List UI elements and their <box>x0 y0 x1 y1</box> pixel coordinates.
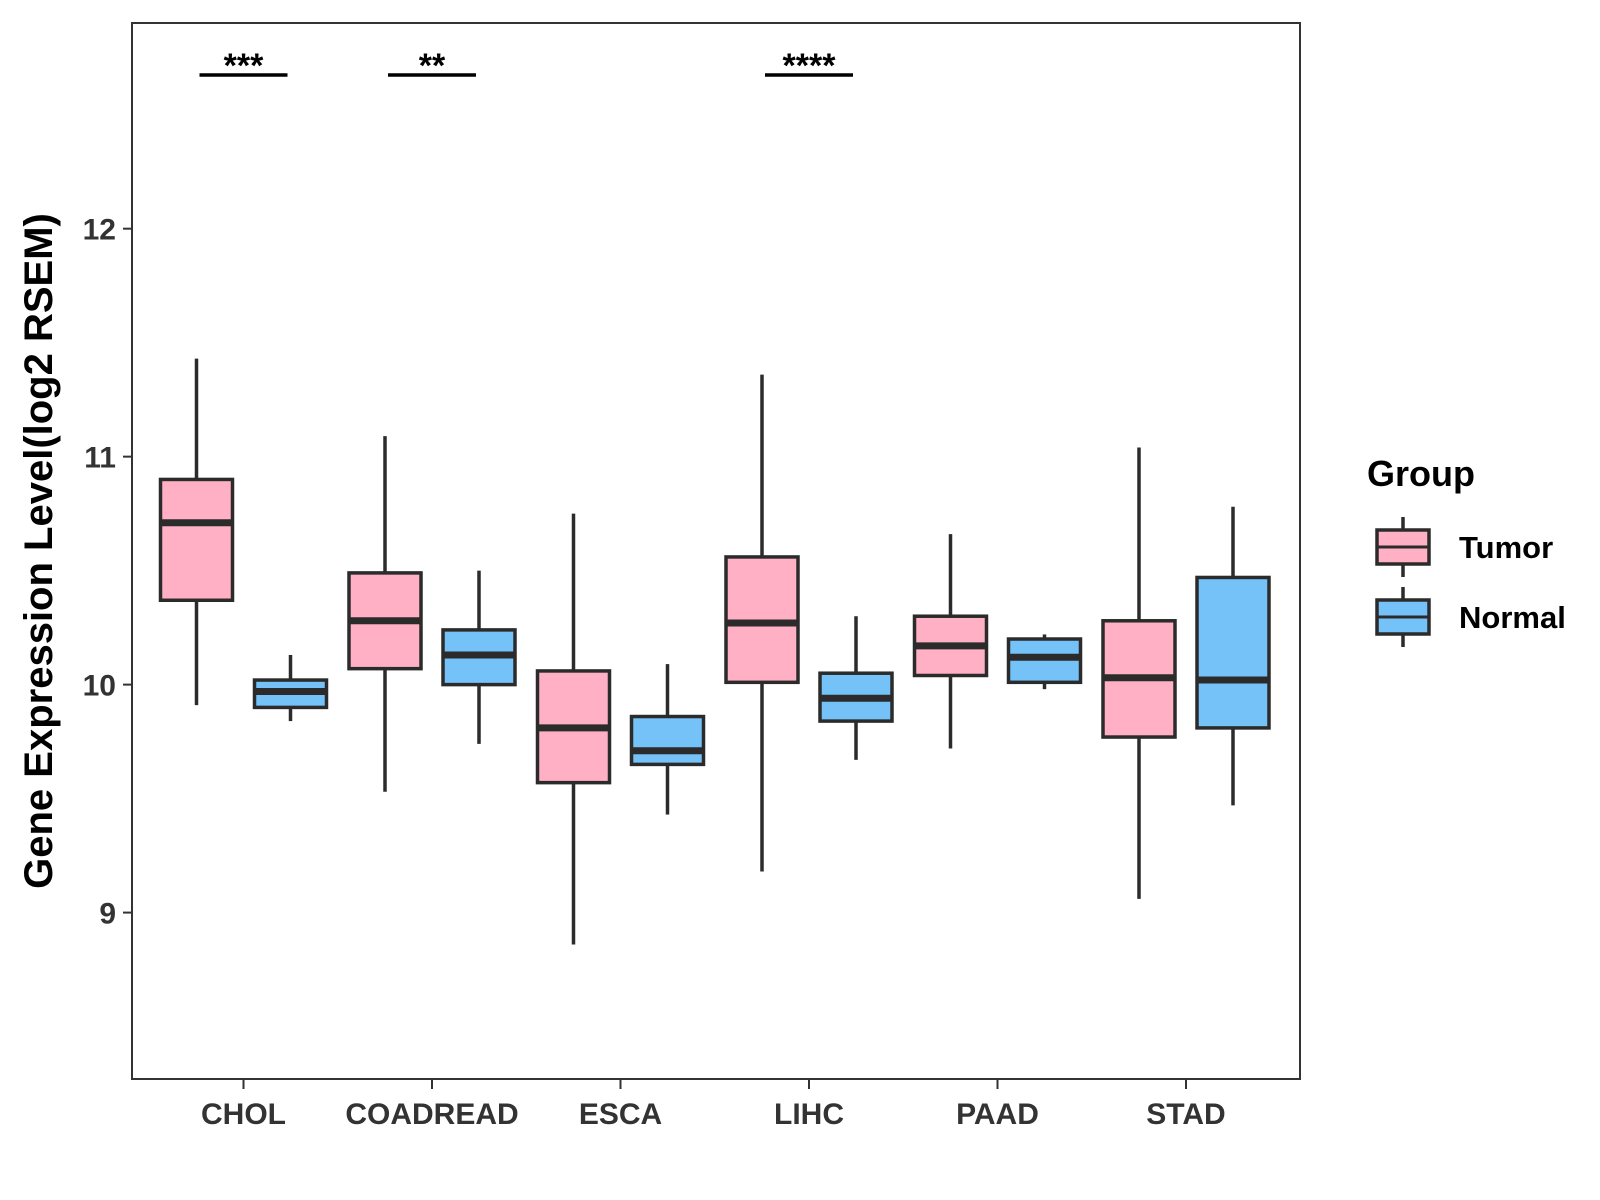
legend-entries: Tumor Normal <box>1375 517 1566 647</box>
y-tick-label: 10 <box>83 670 116 703</box>
legend-title: Group <box>1367 453 1475 494</box>
legend-entry-normal: Normal <box>1375 587 1566 647</box>
box-tumor-stad <box>1101 447 1177 899</box>
box-body <box>1195 575 1271 730</box>
box-layer <box>158 358 1271 945</box>
legend-entry-label: Tumor <box>1459 530 1553 565</box>
box-normal-chol <box>252 654 329 722</box>
legend: Group Tumor Normal <box>1367 453 1566 647</box>
x-tick-label: COADREAD <box>345 1098 518 1131</box>
box-normal-stad <box>1195 506 1271 806</box>
significance-layer: *** ** **** <box>199 47 853 85</box>
plot-panel <box>131 22 1301 1080</box>
box-tumor-coadread <box>347 436 423 792</box>
box-body <box>158 477 235 603</box>
legend-entry-label: Normal <box>1459 600 1566 635</box>
box-normal-paad <box>1006 634 1083 690</box>
x-tick-label: ESCA <box>579 1098 662 1131</box>
x-tick-label: CHOL <box>201 1098 286 1131</box>
x-tick-label: LIHC <box>774 1098 844 1131</box>
significance-label: *** <box>224 47 264 85</box>
y-tick-label: 9 <box>99 898 116 931</box>
box-normal-coadread <box>441 570 517 744</box>
y-axis-label: Gene Expression Level(log2 RSEM) <box>17 213 61 889</box>
y-tick-label: 11 <box>84 442 116 475</box>
box-tumor-chol <box>158 358 235 706</box>
x-axis: CHOL COADREAD ESCA LIHC PAAD STAD <box>201 1079 1226 1131</box>
box-tumor-lihc <box>724 374 800 872</box>
y-axis: 9 10 11 12 <box>83 214 132 931</box>
x-tick-label: PAAD <box>956 1098 1039 1131</box>
legend-entry-tumor: Tumor <box>1375 517 1553 577</box>
box-tumor-paad <box>912 534 989 749</box>
significance-label: **** <box>783 47 837 85</box>
y-tick-label: 12 <box>83 214 116 247</box>
box-tumor-esca <box>535 513 612 945</box>
x-tick-label: STAD <box>1146 1098 1225 1131</box>
significance-label: ** <box>419 47 446 85</box>
box-body <box>629 714 706 767</box>
box-normal-lihc <box>818 616 894 760</box>
box-normal-esca <box>629 664 706 815</box>
